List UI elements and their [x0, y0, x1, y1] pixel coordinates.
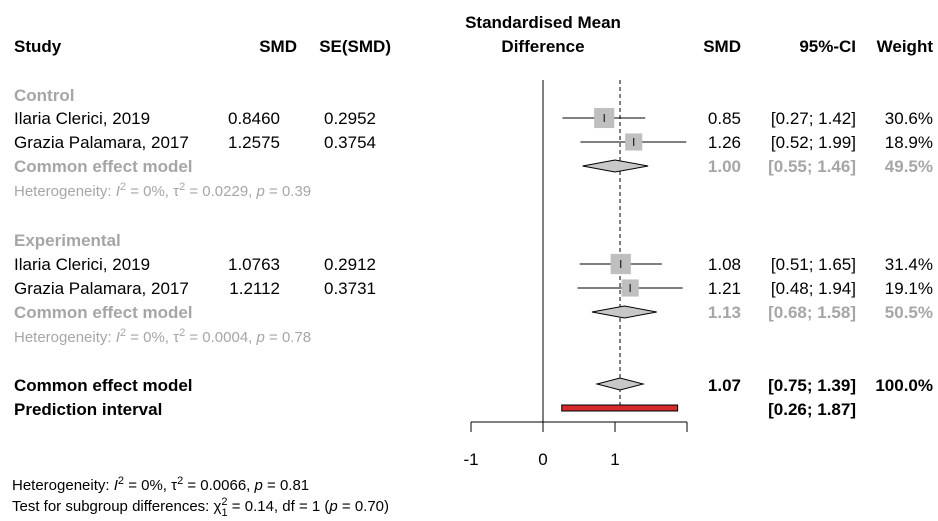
x-axis-tick-label: -1	[463, 450, 478, 469]
study-label: Grazia Palamara, 2017	[14, 133, 189, 152]
col-header-effect-bottom: Difference	[501, 37, 584, 56]
subgroup-pooled-weight: 49.5%	[885, 157, 933, 176]
study-smd: 1.21	[708, 279, 741, 298]
study-label: Ilaria Clerici, 2019	[14, 109, 150, 128]
col-header-effect-top: Standardised Mean	[465, 13, 621, 32]
subgroup-label-experimental: Experimental	[14, 231, 121, 250]
col-header-weight: Weight	[877, 37, 934, 56]
overall-heterogeneity: Heterogeneity: I2 = 0%, τ2 = 0.0066, p =…	[12, 475, 309, 494]
study-smd-input: 1.0763	[228, 255, 280, 274]
prediction-ci: [0.26; 1.87]	[768, 400, 856, 419]
subgroup-heterogeneity: Heterogeneity: I2 = 0%, τ2 = 0.0229, p =…	[14, 181, 311, 200]
subgroup-pooled-ci: [0.68; 1.58]	[768, 303, 856, 322]
subgroup-pooled-ci: [0.55; 1.46]	[768, 157, 856, 176]
subgroup-pooled-weight: 50.5%	[885, 303, 933, 322]
col-header-se: SE(SMD)	[319, 37, 391, 56]
study-label: Ilaria Clerici, 2019	[14, 255, 150, 274]
overall-weight: 100.0%	[875, 376, 933, 395]
overall-smd: 1.07	[708, 376, 741, 395]
study-weight: 19.1%	[885, 279, 933, 298]
study-smd: 1.26	[708, 133, 741, 152]
col-header-smd: SMD	[703, 37, 741, 56]
study-ci: [0.48; 1.94]	[771, 279, 856, 298]
subgroup-test: Test for subgroup differences: χ2 1 = 0.1…	[12, 496, 389, 519]
study-smd-input: 0.8460	[228, 109, 280, 128]
study-weight: 31.4%	[885, 255, 933, 274]
subgroup-pooled-diamond	[591, 305, 657, 319]
col-header-study: Study	[14, 37, 62, 56]
subgroup-label-control: Control	[14, 86, 74, 105]
study-weight: 18.9%	[885, 133, 933, 152]
subgroup-pooled-smd: 1.00	[708, 157, 741, 176]
prediction-label: Prediction interval	[14, 400, 162, 419]
study-smd: 0.85	[708, 109, 741, 128]
study-se-input: 0.3731	[324, 279, 376, 298]
study-smd: 1.08	[708, 255, 741, 274]
subgroup-heterogeneity: Heterogeneity: I2 = 0%, τ2 = 0.0004, p =…	[14, 327, 311, 346]
study-se-input: 0.2912	[324, 255, 376, 274]
col-header-ci: 95%-CI	[799, 37, 856, 56]
col-header-smd-input: SMD	[259, 37, 297, 56]
overall-label: Common effect model	[14, 376, 193, 395]
subgroup-pooled-diamond	[582, 159, 649, 173]
study-weight: 30.6%	[885, 109, 933, 128]
overall-ci: [0.75; 1.39]	[768, 376, 856, 395]
study-smd-input: 1.2112	[229, 279, 280, 298]
study-se-input: 0.2952	[324, 109, 376, 128]
study-se-input: 0.3754	[324, 133, 376, 152]
study-smd-input: 1.2575	[228, 133, 280, 152]
x-axis-tick-label: 1	[610, 450, 619, 469]
subgroup-pooled-label: Common effect model	[14, 157, 193, 176]
study-ci: [0.52; 1.99]	[771, 133, 856, 152]
prediction-interval-bar	[561, 404, 679, 412]
overall-diamond	[595, 377, 646, 391]
study-label: Grazia Palamara, 2017	[14, 279, 189, 298]
subgroup-pooled-label: Common effect model	[14, 303, 193, 322]
subgroup-pooled-smd: 1.13	[708, 303, 741, 322]
forest-marks: -1 0 1	[463, 80, 688, 469]
study-ci: [0.27; 1.42]	[771, 109, 856, 128]
study-ci: [0.51; 1.65]	[771, 255, 856, 274]
x-axis-tick-label: 0	[538, 450, 547, 469]
